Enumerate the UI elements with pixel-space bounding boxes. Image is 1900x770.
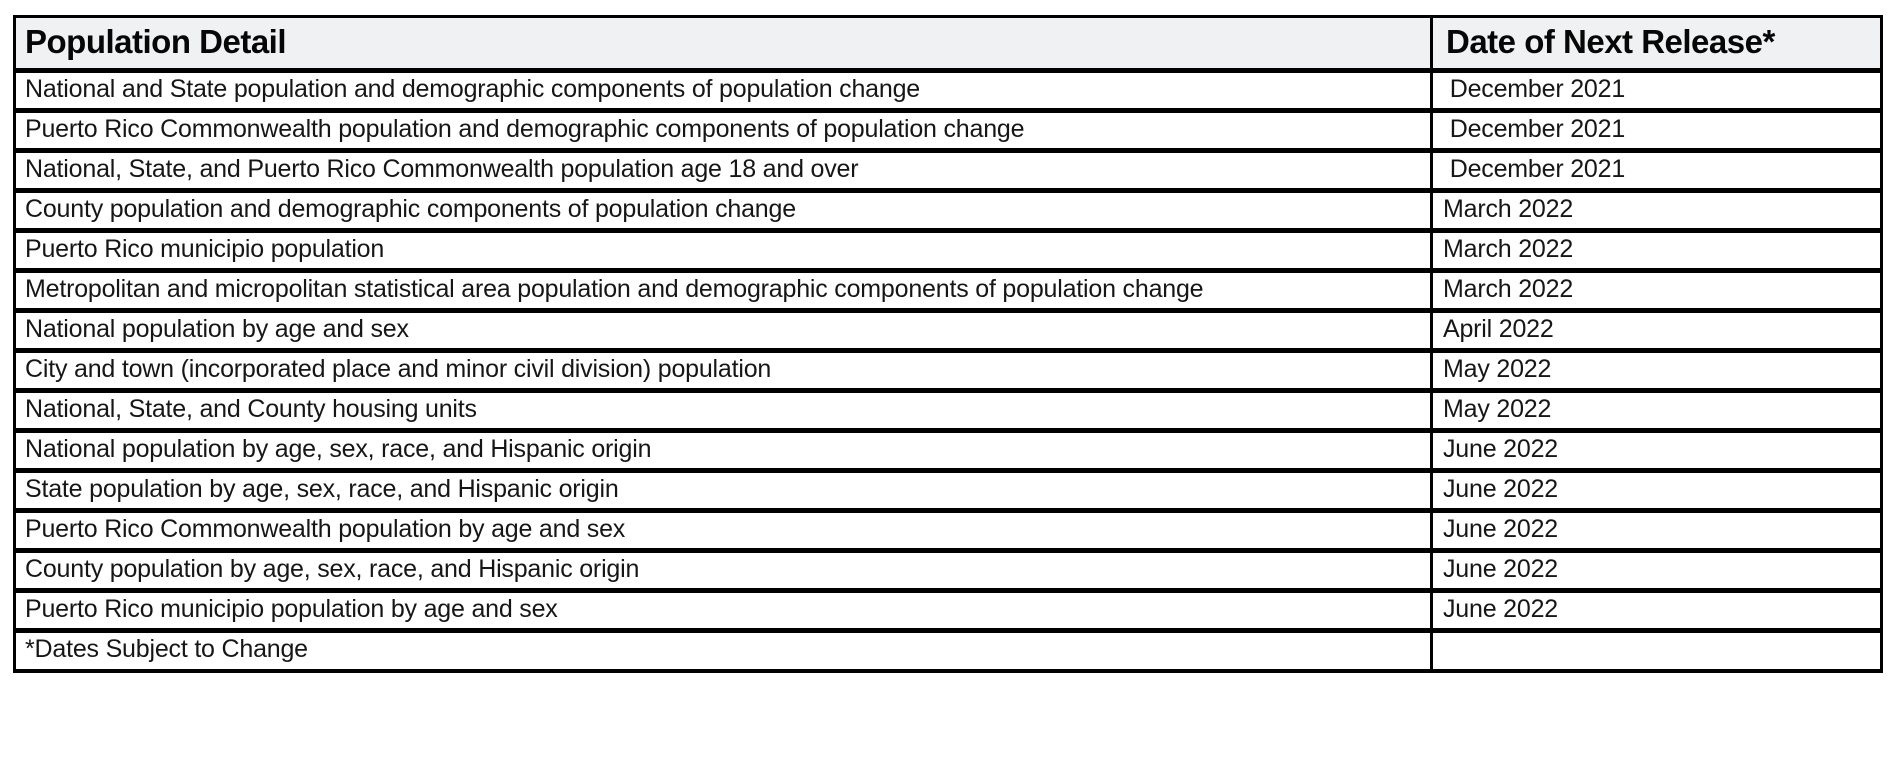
release-date-cell: March 2022 — [1430, 268, 1883, 313]
population-detail-cell: County population by age, sex, race, and… — [13, 548, 1433, 593]
population-detail-cell: City and town (incorporated place and mi… — [13, 348, 1433, 393]
column-header-date-of-next-release: Date of Next Release* — [1430, 15, 1883, 73]
table-row: National population by age and sex April… — [13, 308, 1883, 353]
population-detail-cell: National population by age, sex, race, a… — [13, 428, 1433, 473]
release-date-cell: December 2021 — [1430, 108, 1883, 153]
table-row: State population by age, sex, race, and … — [13, 468, 1883, 513]
release-date-cell: June 2022 — [1430, 428, 1883, 473]
release-date-cell: June 2022 — [1430, 588, 1883, 633]
release-date-cell: May 2022 — [1430, 348, 1883, 393]
population-detail-cell: National, State, and County housing unit… — [13, 388, 1433, 433]
population-detail-cell: Puerto Rico Commonwealth population by a… — [13, 508, 1433, 553]
table-row: Puerto Rico municipio population by age … — [13, 588, 1883, 633]
release-date-cell: December 2021 — [1430, 148, 1883, 193]
release-date-cell: June 2022 — [1430, 468, 1883, 513]
table-row: County population and demographic compon… — [13, 188, 1883, 233]
table-row: City and town (incorporated place and mi… — [13, 348, 1883, 393]
table-row: National, State, and Puerto Rico Commonw… — [13, 148, 1883, 193]
population-detail-cell: Puerto Rico municipio population — [13, 228, 1433, 273]
release-date-cell — [1430, 628, 1883, 673]
release-date-cell: December 2021 — [1430, 69, 1883, 113]
header-row: Population Detail Date of Next Release* — [13, 15, 1883, 73]
table-row: National, State, and County housing unit… — [13, 388, 1883, 433]
release-date-cell: April 2022 — [1430, 308, 1883, 353]
table-row: National and State population and demogr… — [13, 69, 1883, 113]
population-detail-cell: State population by age, sex, race, and … — [13, 468, 1433, 513]
population-detail-cell: National, State, and Puerto Rico Commonw… — [13, 148, 1433, 193]
population-release-schedule-table: Population Detail Date of Next Release* … — [13, 15, 1883, 673]
table-body: National and State population and demogr… — [13, 69, 1883, 673]
table-row: Puerto Rico Commonwealth population and … — [13, 108, 1883, 153]
release-date-cell: May 2022 — [1430, 388, 1883, 433]
population-detail-cell: *Dates Subject to Change — [13, 628, 1433, 673]
population-detail-cell: Puerto Rico municipio population by age … — [13, 588, 1433, 633]
column-header-population-detail: Population Detail — [13, 15, 1433, 73]
population-detail-cell: County population and demographic compon… — [13, 188, 1433, 233]
population-detail-cell: Metropolitan and micropolitan statistica… — [13, 268, 1433, 313]
table-row: Puerto Rico Commonwealth population by a… — [13, 508, 1883, 553]
release-date-cell: June 2022 — [1430, 508, 1883, 553]
population-detail-cell: Puerto Rico Commonwealth population and … — [13, 108, 1433, 153]
release-date-cell: June 2022 — [1430, 548, 1883, 593]
release-date-cell: March 2022 — [1430, 188, 1883, 233]
table-row: *Dates Subject to Change — [13, 628, 1883, 673]
table-row: County population by age, sex, race, and… — [13, 548, 1883, 593]
table-row: Metropolitan and micropolitan statistica… — [13, 268, 1883, 313]
table-row: Puerto Rico municipio population March 2… — [13, 228, 1883, 273]
table-row: National population by age, sex, race, a… — [13, 428, 1883, 473]
population-detail-cell: National and State population and demogr… — [13, 69, 1433, 113]
population-detail-cell: National population by age and sex — [13, 308, 1433, 353]
release-date-cell: March 2022 — [1430, 228, 1883, 273]
table-header: Population Detail Date of Next Release* — [13, 15, 1883, 73]
